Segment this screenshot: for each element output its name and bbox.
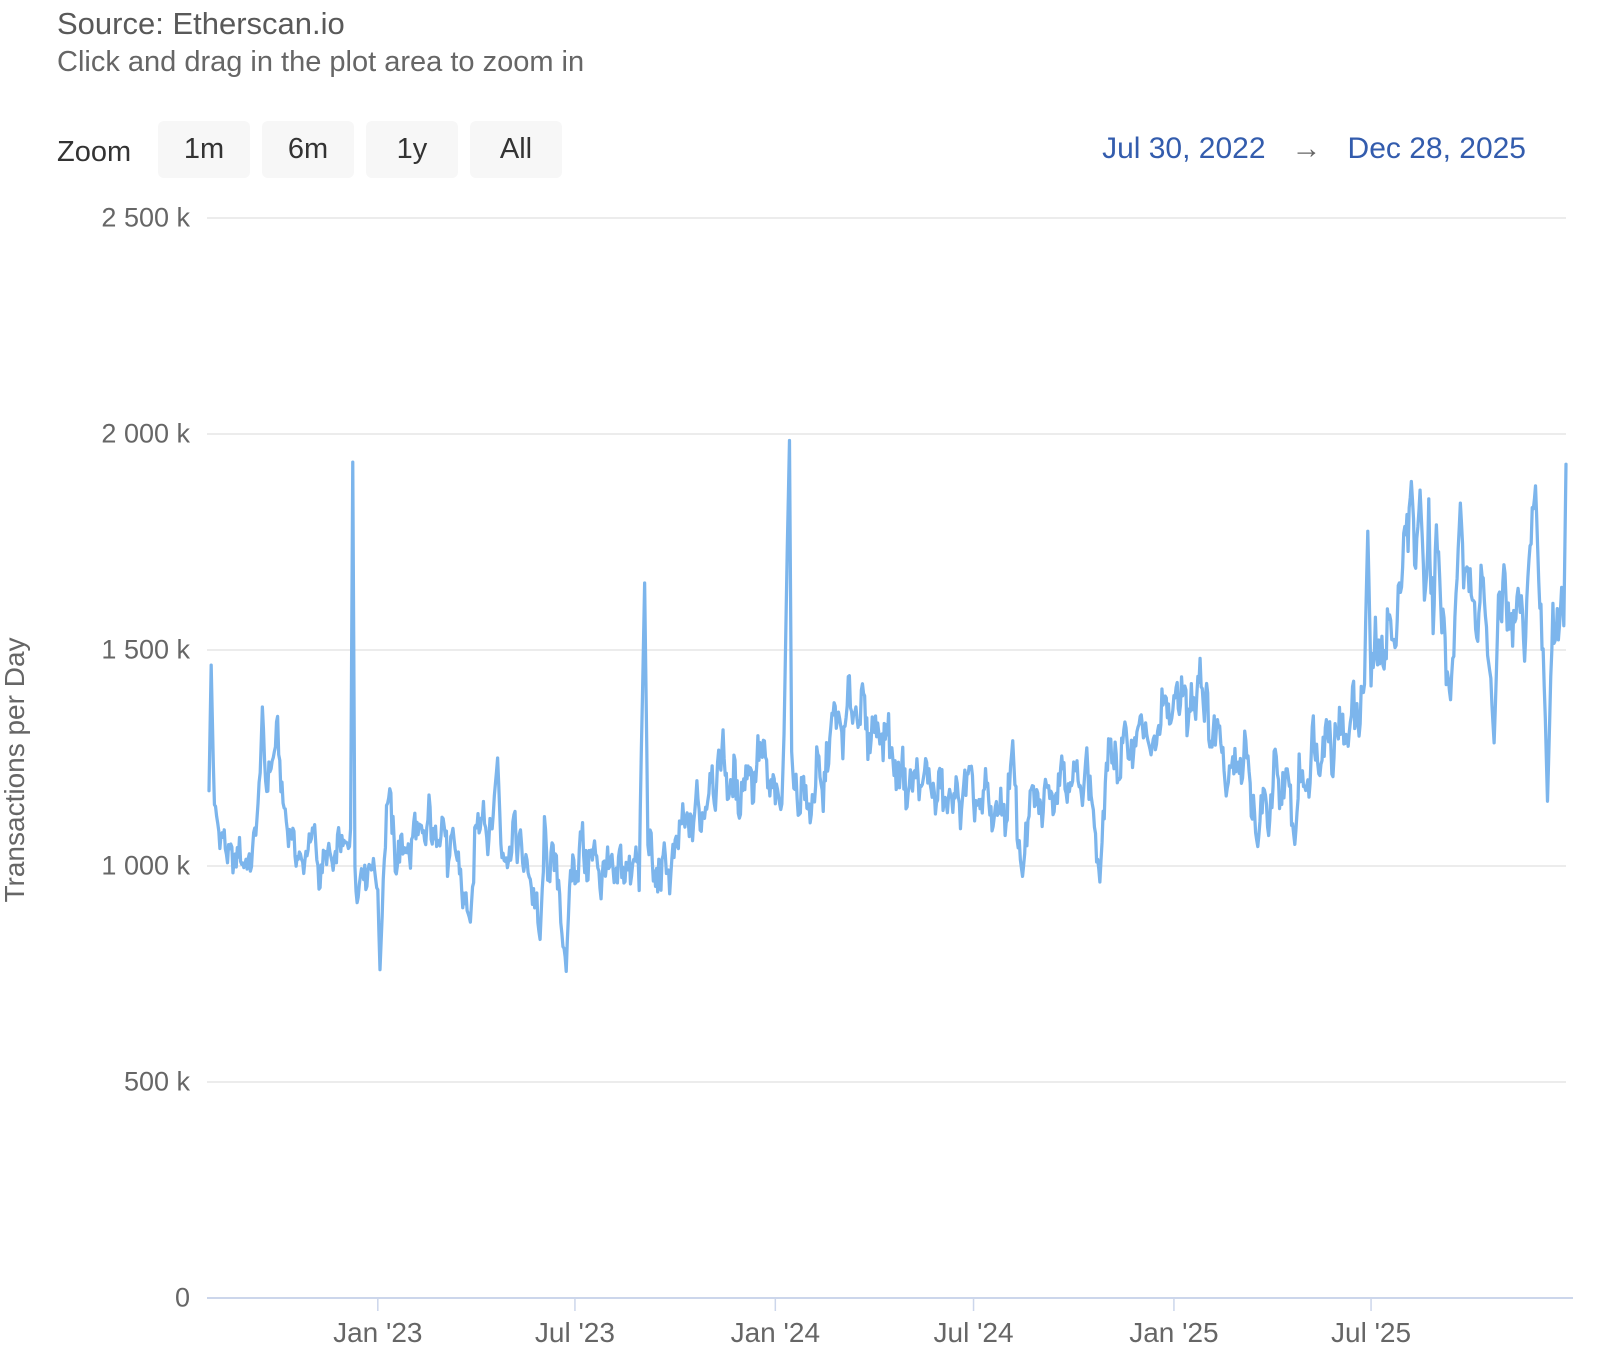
zoom-button-all[interactable]: All bbox=[470, 121, 562, 178]
x-tick-label: Jan '24 bbox=[730, 1317, 821, 1348]
y-tick-label: 0 bbox=[174, 1282, 190, 1313]
x-tick-label: Jan '23 bbox=[333, 1317, 423, 1348]
chart-subtitle: Click and drag in the plot area to zoom … bbox=[57, 46, 585, 78]
range-to-date[interactable]: Dec 28, 2025 bbox=[1347, 132, 1526, 165]
range-inputs: Jul 30, 2022 → Dec 28, 2025 bbox=[1102, 132, 1526, 166]
y-tick-label: 2 500 k bbox=[101, 202, 190, 233]
plot-area[interactable] bbox=[207, 158, 1566, 1298]
range-arrow-icon: → bbox=[1291, 132, 1322, 165]
x-tick-label: Jul '25 bbox=[1331, 1317, 1412, 1348]
zoom-button-6m[interactable]: 6m bbox=[262, 121, 354, 178]
zoom-label: Zoom bbox=[57, 136, 132, 168]
range-buttons: 1m 6m 1y All bbox=[158, 121, 562, 178]
zoom-button-1y[interactable]: 1y bbox=[366, 121, 458, 178]
chart-title: Source: Etherscan.io bbox=[57, 6, 345, 41]
x-tick-label: Jan '25 bbox=[1129, 1317, 1219, 1348]
zoom-button-1m[interactable]: 1m bbox=[158, 121, 250, 178]
y-tick-label: 1 000 k bbox=[101, 850, 190, 881]
transactions-line-series bbox=[207, 438, 1568, 974]
y-tick-label: 1 500 k bbox=[101, 634, 190, 665]
x-tick-label: Jul '23 bbox=[534, 1317, 615, 1348]
y-tick-label: 2 000 k bbox=[101, 418, 190, 449]
y-tick-label: 500 k bbox=[123, 1066, 190, 1097]
range-from-date[interactable]: Jul 30, 2022 bbox=[1102, 132, 1266, 165]
x-tick-label: Jul '24 bbox=[933, 1317, 1014, 1348]
